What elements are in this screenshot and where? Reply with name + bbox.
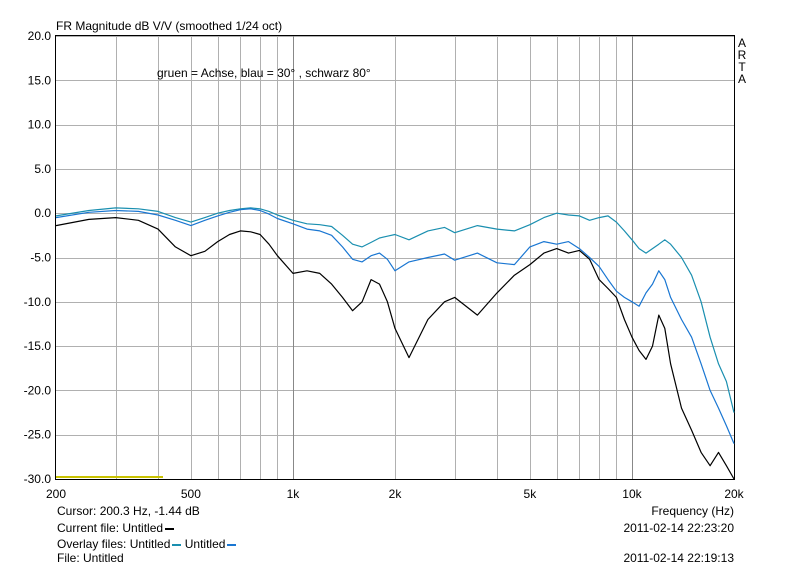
y-tick-label: -10.0 bbox=[24, 295, 52, 309]
x-tick-label: 200 bbox=[46, 487, 66, 501]
arta-letter: T bbox=[738, 60, 746, 74]
overlay-files-label: Overlay files: bbox=[57, 537, 127, 551]
chart-annotation: gruen = Achse, blau = 30° , schwarz 80° bbox=[157, 66, 371, 80]
x-tick-label: 10k bbox=[622, 487, 642, 501]
y-tick-labels: 20.0 15.0 10.0 5.0 0.0 -5.0 -10.0 -15.0 -20.0 -25… bbox=[24, 29, 52, 486]
y-tick-label: -20.0 bbox=[24, 383, 52, 397]
series-line bbox=[55, 208, 735, 444]
cursor-value: 200.3 Hz, -1.44 dB bbox=[99, 504, 200, 518]
x-tick-label: 500 bbox=[181, 487, 201, 501]
x-tick-label: 5k bbox=[524, 487, 538, 501]
overlay-file-swatch bbox=[172, 543, 182, 546]
y-tick-label: -15.0 bbox=[24, 339, 52, 353]
y-tick-label: -5.0 bbox=[30, 251, 51, 265]
x-tick-label: 20k bbox=[724, 487, 744, 501]
timestamp-secondary: 2011-02-14 22:19:13 bbox=[623, 551, 734, 565]
series-line bbox=[55, 207, 735, 413]
x-tick-label: 2k bbox=[389, 487, 403, 501]
file-label: File: bbox=[57, 551, 80, 565]
series-line bbox=[55, 217, 735, 480]
arta-letter: A bbox=[738, 72, 746, 86]
x-tick-label: 1k bbox=[287, 487, 301, 501]
current-file-row: Current file: Untitled bbox=[57, 521, 175, 535]
overlay-file-swatch bbox=[227, 543, 237, 546]
current-file-swatch bbox=[165, 527, 175, 530]
current-file-label: Current file: bbox=[57, 521, 120, 535]
x-tick-labels: 200 500 1k 2k 5k 10k 20k bbox=[46, 487, 745, 501]
plot-frame bbox=[55, 35, 735, 480]
y-tick-label: -30.0 bbox=[24, 472, 52, 486]
current-file-name: Untitled bbox=[122, 521, 164, 535]
series-lines bbox=[55, 207, 735, 480]
y-tick-label: 10.0 bbox=[28, 118, 52, 132]
y-tick-label: -25.0 bbox=[24, 428, 52, 442]
cursor-readout: Cursor: 200.3 Hz, -1.44 dB bbox=[57, 504, 200, 518]
y-tick-label: 15.0 bbox=[28, 73, 52, 87]
overlay-file-name: Untitled bbox=[184, 537, 226, 551]
arta-letter: R bbox=[738, 48, 747, 62]
file-name: Untitled bbox=[83, 551, 124, 565]
y-tick-label: 0.0 bbox=[34, 206, 51, 220]
grid bbox=[56, 36, 734, 480]
file-row: File: Untitled bbox=[57, 551, 124, 565]
overlay-files-row: Overlay files: Untitled Untitled bbox=[57, 537, 237, 551]
frequency-response-chart: 20.0 15.0 10.0 5.0 0.0 -5.0 -10.0 -15.0 -20.0 -25… bbox=[24, 19, 747, 518]
cursor-label: Cursor: bbox=[57, 504, 97, 518]
overlay-file-name: Untitled bbox=[129, 537, 171, 551]
timestamp: 2011-02-14 22:23:20 bbox=[623, 521, 734, 535]
y-tick-label: 5.0 bbox=[34, 162, 51, 176]
chart-title: FR Magnitude dB V/V (smoothed 1/24 oct) bbox=[56, 19, 282, 33]
y-tick-label: 20.0 bbox=[28, 29, 52, 43]
x-axis-label: Frequency (Hz) bbox=[651, 504, 734, 518]
arta-letter: A bbox=[738, 36, 746, 50]
